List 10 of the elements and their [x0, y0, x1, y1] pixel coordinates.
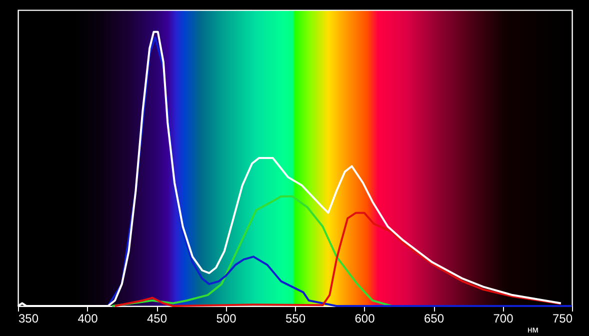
x-tick-label: 500	[216, 312, 237, 326]
x-tick-label: 450	[146, 312, 168, 326]
x-tick-label: 400	[78, 312, 98, 326]
x-tick-label: 550	[285, 312, 306, 326]
x-tick-label: 350	[18, 312, 39, 326]
x-tick-label: 650	[424, 312, 444, 326]
x-tick-label: 700	[493, 312, 514, 326]
x-axis-title: нм	[527, 324, 538, 334]
x-tick-label: 750	[552, 312, 573, 326]
x-tick-label: 600	[354, 312, 376, 326]
